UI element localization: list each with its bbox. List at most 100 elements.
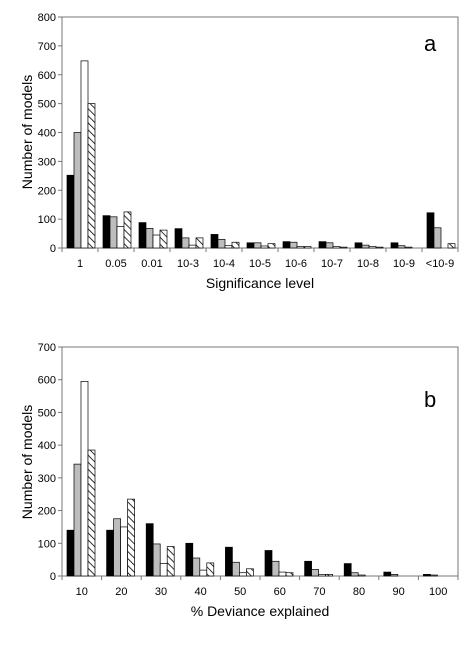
x-ticks-b: 10 20 30 40 50 60 70 80 90 100 (61, 576, 459, 598)
bar (73, 463, 82, 577)
bar (375, 246, 384, 249)
bar (109, 216, 118, 249)
bar (87, 449, 96, 577)
bar (390, 574, 399, 577)
panel-letter-a: a (424, 31, 437, 56)
bars-b (66, 381, 438, 577)
xlabel-b: % Deviance explained (191, 603, 330, 619)
y-tick-label: 100 (38, 538, 56, 550)
bar (350, 572, 359, 577)
bar (217, 238, 226, 249)
bar (339, 246, 348, 249)
bar (383, 571, 392, 577)
y-tick-label: 600 (38, 70, 56, 82)
bar (239, 572, 247, 577)
x-tick-label: 10-4 (213, 258, 235, 270)
bar (264, 550, 273, 577)
x-tick-label: 10-5 (249, 258, 271, 270)
bar (192, 557, 201, 577)
bar (195, 237, 204, 249)
y-tick-label: 400 (38, 128, 56, 140)
bar (166, 546, 175, 577)
x-tick-label: 1 (77, 258, 83, 270)
bar (246, 242, 255, 249)
bar (87, 103, 96, 249)
y-ticks-b: 0 100 200 300 400 500 600 700 (38, 342, 62, 583)
x-tick-label: 60 (274, 586, 286, 598)
bar (278, 571, 287, 577)
bar (296, 246, 305, 249)
bar (138, 222, 147, 249)
bar (127, 498, 135, 577)
x-tick-label: 30 (155, 586, 167, 598)
bar (185, 542, 194, 577)
panel-letter-b: b (424, 387, 436, 412)
bar (423, 574, 431, 577)
y-tick-label: 300 (38, 156, 56, 168)
bar (145, 523, 154, 577)
bar (397, 245, 406, 249)
x-tick-label: 10-6 (285, 258, 307, 270)
y-tick-label: 700 (38, 41, 56, 53)
bar (232, 561, 240, 577)
bar (66, 529, 75, 577)
y-tick-label: 400 (38, 440, 56, 452)
x-tick-label: 10-8 (357, 258, 379, 270)
plot-area-a (61, 16, 459, 249)
x-tick-label: 20 (115, 586, 127, 598)
bar (430, 574, 438, 577)
bar (433, 227, 442, 249)
x-tick-label: 40 (194, 586, 206, 598)
y-tick-label: 100 (38, 214, 56, 226)
bar (181, 237, 190, 249)
x-tick-label: 100 (429, 586, 447, 598)
bar (113, 518, 121, 577)
x-tick-label: 0.05 (105, 258, 126, 270)
ylabel-a: Number of models (19, 75, 35, 189)
x-tick-label: 50 (234, 586, 246, 598)
bar (271, 560, 280, 577)
y-tick-label: 700 (38, 342, 56, 354)
bar (80, 381, 89, 577)
bar (253, 242, 262, 249)
bar (404, 246, 413, 249)
bar (188, 244, 197, 249)
bar (318, 241, 327, 249)
bar (357, 574, 366, 577)
bar (116, 225, 125, 249)
y-tick-label: 500 (38, 99, 56, 111)
x-tick-label: 10-7 (321, 258, 343, 270)
y-tick-label: 200 (38, 506, 56, 518)
y-tick-label: 600 (38, 375, 56, 387)
bar (304, 560, 312, 577)
bar (159, 563, 168, 577)
x-tick-label: 10-3 (177, 258, 199, 270)
bar (123, 211, 132, 249)
bar (343, 563, 352, 577)
y-tick-label: 0 (50, 243, 56, 255)
bar (73, 132, 82, 249)
y-ticks-a: 0 100 200 300 400 500 600 700 800 (38, 12, 62, 255)
bar (325, 242, 334, 249)
bar (152, 543, 161, 577)
bar (231, 241, 240, 249)
bar (80, 60, 89, 249)
panel-b: 0 100 200 300 400 500 600 700 10 20 30 40 50 60 70 80 9… (19, 342, 459, 619)
bar (246, 568, 254, 577)
bar (332, 246, 341, 249)
bar (426, 212, 435, 249)
bar (120, 526, 128, 577)
xlabel-a: Significance level (206, 275, 314, 291)
x-tick-label: 10 (76, 586, 88, 598)
y-tick-label: 300 (38, 473, 56, 485)
bar (289, 241, 298, 249)
x-ticks-a: 1 0.05 0.01 10-3 10-4 10-5 10-6 10-7 10-8 10-9 <10… (61, 248, 459, 270)
bar (199, 569, 208, 577)
bar (311, 569, 319, 577)
bar (159, 229, 168, 249)
bar (206, 562, 215, 577)
bar (282, 241, 291, 249)
